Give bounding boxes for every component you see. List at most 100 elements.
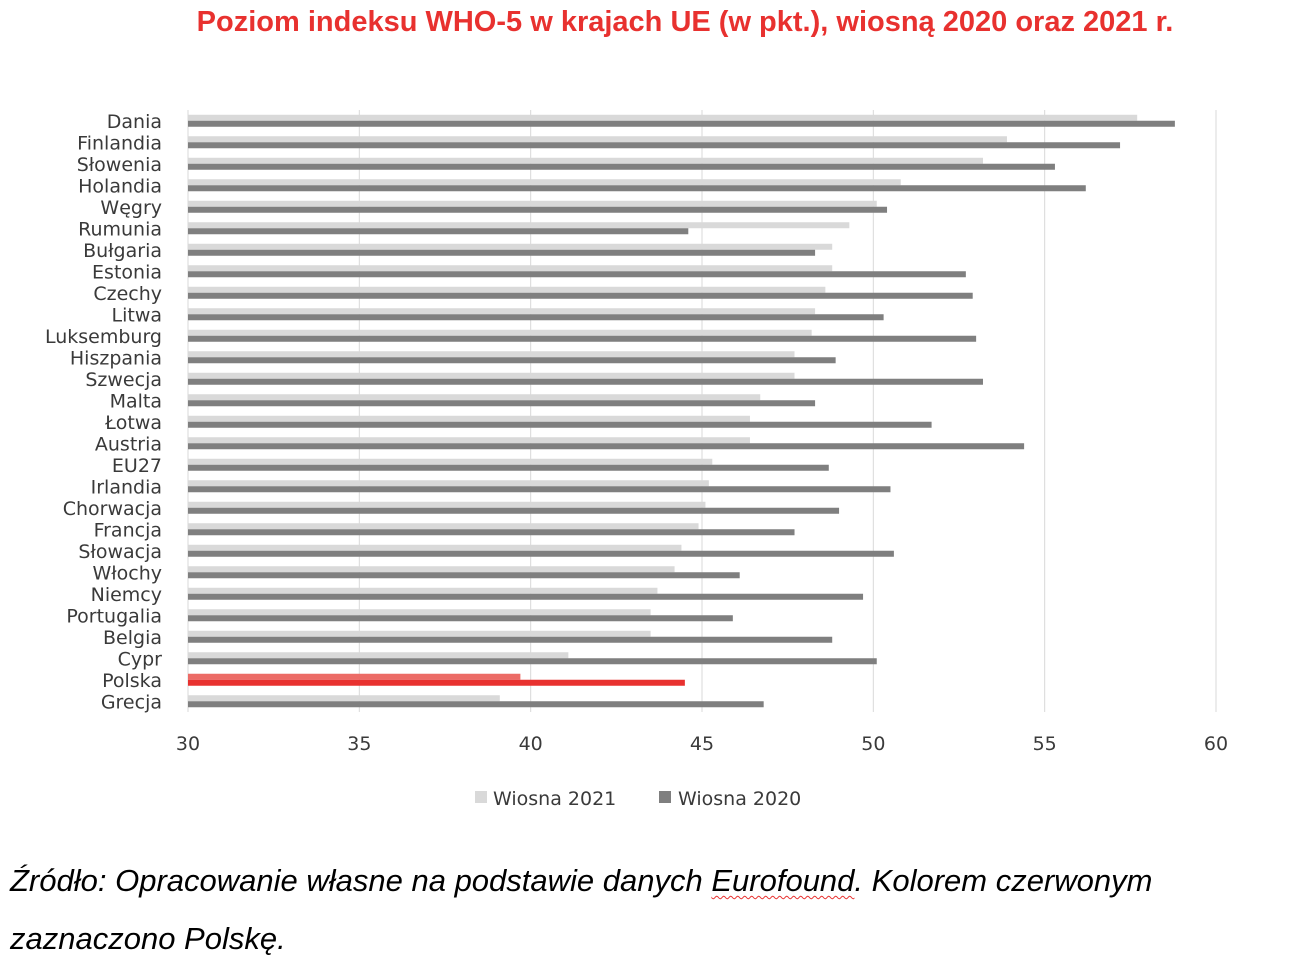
category-label: Malta [110, 390, 162, 412]
bar-2020-austria [188, 443, 1025, 450]
bar-2020-grecja [188, 701, 764, 708]
bar-2020-łotwa [188, 421, 932, 428]
bar-2020-francja [188, 529, 795, 536]
category-label: Austria [95, 433, 162, 455]
bar-2020-szwecja [188, 378, 983, 385]
bar-2021-francja [188, 523, 699, 530]
x-axis-ticks: 30 35 40 45 50 55 60 [176, 733, 1228, 755]
bar-2020-holandia [188, 185, 1086, 192]
bar-2021-słowacja [188, 544, 682, 551]
bar-2020-portugalia [188, 615, 733, 622]
bar-2020-słowenia [188, 163, 1055, 170]
bar-2021-polska [188, 673, 521, 680]
bar-2020-eu27 [188, 464, 829, 471]
category-label: Słowacja [78, 541, 162, 563]
category-label: Estonia [92, 261, 162, 283]
x-tick-label-30: 30 [176, 733, 200, 755]
category-label: Słowenia [77, 154, 162, 176]
category-label: Szwecja [85, 369, 162, 391]
bar-2020-włochy [188, 572, 740, 579]
category-label: EU27 [112, 455, 162, 477]
bar-2020-rumunia [188, 228, 689, 235]
category-label: Grecja [101, 691, 162, 713]
bar-2021-cypr [188, 652, 569, 659]
bar-2020-niemcy [188, 593, 864, 600]
bar-2021-austria [188, 437, 750, 444]
bar-2021-finlandia [188, 136, 1007, 143]
bar-2021-bułgaria [188, 243, 833, 250]
bar-2021-hiszpania [188, 351, 795, 358]
category-label: Dania [107, 111, 162, 133]
bar-2021-słowenia [188, 157, 983, 164]
bar-2020-dania [188, 120, 1175, 127]
category-label: Finlandia [77, 132, 162, 154]
x-tick-label-35: 35 [347, 733, 371, 755]
bar-2021-estonia [188, 265, 833, 272]
caption-text-after: . Kolorem czerwonym zaznaczono Polskę. [10, 863, 1153, 956]
bar-2020-cypr [188, 658, 877, 665]
chart: DaniaFinlandiaSłoweniaHolandiaWęgryRumun… [45, 110, 1228, 810]
bar-2021-belgia [188, 630, 651, 637]
category-label: Czechy [93, 283, 162, 305]
bar-2021-eu27 [188, 458, 713, 465]
bar-2020-luksemburg [188, 335, 977, 342]
category-label: Francja [94, 519, 162, 541]
legend-label-2021: Wiosna 2021 [493, 788, 616, 810]
bars [188, 114, 1175, 708]
category-label: Rumunia [78, 218, 162, 240]
bar-2021-łotwa [188, 415, 750, 422]
legend-swatch-2021 [475, 791, 487, 803]
bar-2020-malta [188, 400, 816, 407]
category-label: Portugalia [66, 605, 162, 627]
caption-text-before: Źródło: Opracowanie własne na podstawie … [10, 863, 712, 898]
x-tick-label-45: 45 [690, 733, 714, 755]
x-tick-label-50: 50 [861, 733, 885, 755]
caption-source-link[interactable]: Eurofound [711, 863, 855, 898]
category-label: Belgia [103, 627, 162, 649]
x-tick-label-55: 55 [1033, 733, 1057, 755]
bar-2021-holandia [188, 179, 901, 186]
bar-2021-portugalia [188, 609, 651, 616]
bar-2021-irlandia [188, 480, 709, 487]
bar-2020-belgia [188, 636, 833, 643]
bar-2021-grecja [188, 695, 500, 702]
bar-2020-węgry [188, 206, 888, 213]
category-label: Bułgaria [83, 240, 162, 262]
category-label: Hiszpania [70, 347, 162, 369]
legend-swatch-2020 [659, 791, 671, 803]
bar-2021-włochy [188, 566, 675, 573]
bar-2021-chorwacja [188, 501, 706, 508]
bar-2020-polska [188, 679, 685, 686]
bar-2020-irlandia [188, 486, 891, 493]
category-label: Łotwa [104, 412, 162, 434]
category-labels: DaniaFinlandiaSłoweniaHolandiaWęgryRumun… [45, 111, 162, 714]
bar-2020-chorwacja [188, 507, 840, 514]
bar-2021-rumunia [188, 222, 850, 229]
chart-title: Poziom indeksu WHO-5 w krajach UE (w pkt… [196, 6, 1174, 38]
legend-label-2020: Wiosna 2020 [678, 788, 801, 810]
category-label: Holandia [78, 175, 162, 197]
category-label: Polska [102, 670, 162, 692]
bar-2020-litwa [188, 314, 884, 321]
bar-2021-niemcy [188, 587, 658, 594]
bar-2021-czechy [188, 286, 826, 293]
x-tick-label-60: 60 [1204, 733, 1228, 755]
legend: Wiosna 2021 Wiosna 2020 [475, 788, 801, 810]
category-label: Litwa [112, 304, 163, 326]
bar-2020-bułgaria [188, 249, 816, 256]
bar-2020-estonia [188, 271, 966, 278]
category-label: Irlandia [91, 476, 162, 498]
bar-2020-finlandia [188, 142, 1121, 149]
category-label: Węgry [100, 197, 162, 219]
bar-2021-luksemburg [188, 329, 812, 336]
category-label: Luksemburg [45, 326, 162, 348]
category-label: Chorwacja [63, 498, 162, 520]
x-tick-label-40: 40 [519, 733, 543, 755]
bar-2020-słowacja [188, 550, 894, 557]
bar-2021-szwecja [188, 372, 795, 379]
bar-2020-hiszpania [188, 357, 836, 364]
bar-2021-dania [188, 114, 1138, 121]
source-caption: Źródło: Opracowanie własne na podstawie … [10, 852, 1300, 968]
bar-2021-malta [188, 394, 761, 401]
category-label: Niemcy [91, 584, 162, 606]
